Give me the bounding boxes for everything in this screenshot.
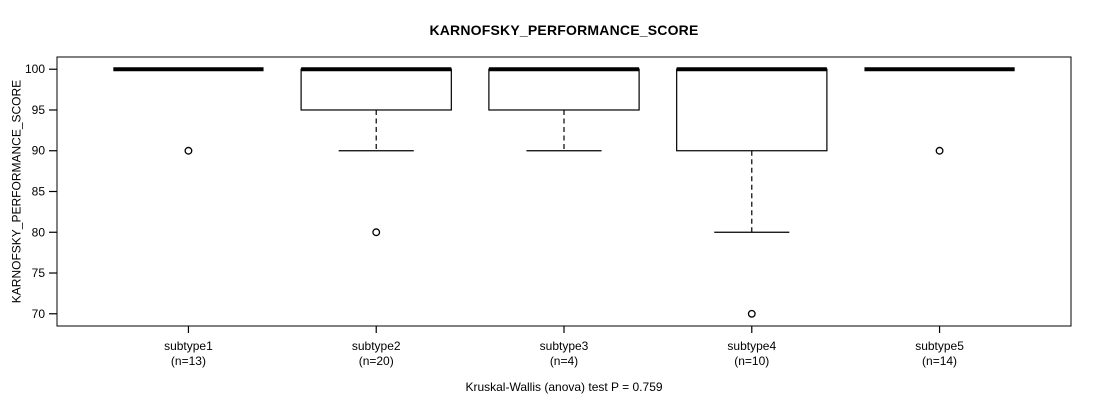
outlier-point [747,309,756,318]
boxplot-subtype3: subtype3(n=4) [488,67,640,368]
x-count-label: (n=20) [359,354,394,368]
outlier-point [935,146,944,155]
x-count-label: (n=4) [550,354,578,368]
x-count-label: (n=10) [734,354,769,368]
outlier-point [372,228,381,237]
y-tick-label: 95 [32,103,46,117]
y-tick-label: 80 [32,225,46,239]
x-count-label: (n=13) [171,354,206,368]
y-tick-label: 90 [32,144,46,158]
y-tick-label: 85 [32,185,46,199]
x-category-label: subtype4 [727,339,776,353]
x-category-label: subtype3 [540,339,589,353]
chart-title: KARNOFSKY_PERFORMANCE_SCORE [429,22,699,38]
y-tick-label: 70 [32,307,46,321]
x-count-label: (n=14) [922,354,957,368]
iqr-box [300,68,452,111]
outlier-point [184,146,193,155]
y-tick-label: 100 [25,62,45,76]
boxplot-subtype4: subtype4(n=10) [676,67,828,368]
boxplot-subtype5: subtype5(n=14) [864,67,1015,368]
iqr-box [676,68,828,152]
boxplot-subtype1: subtype1(n=13) [113,67,264,368]
y-tick-label: 75 [32,266,46,280]
x-category-label: subtype1 [164,339,213,353]
iqr-box [488,68,640,111]
stat-test-caption: Kruskal-Wallis (anova) test P = 0.759 [465,380,663,394]
boxplot-subtype2: subtype2(n=20) [300,67,452,368]
x-category-label: subtype2 [352,339,401,353]
x-category-label: subtype5 [915,339,964,353]
